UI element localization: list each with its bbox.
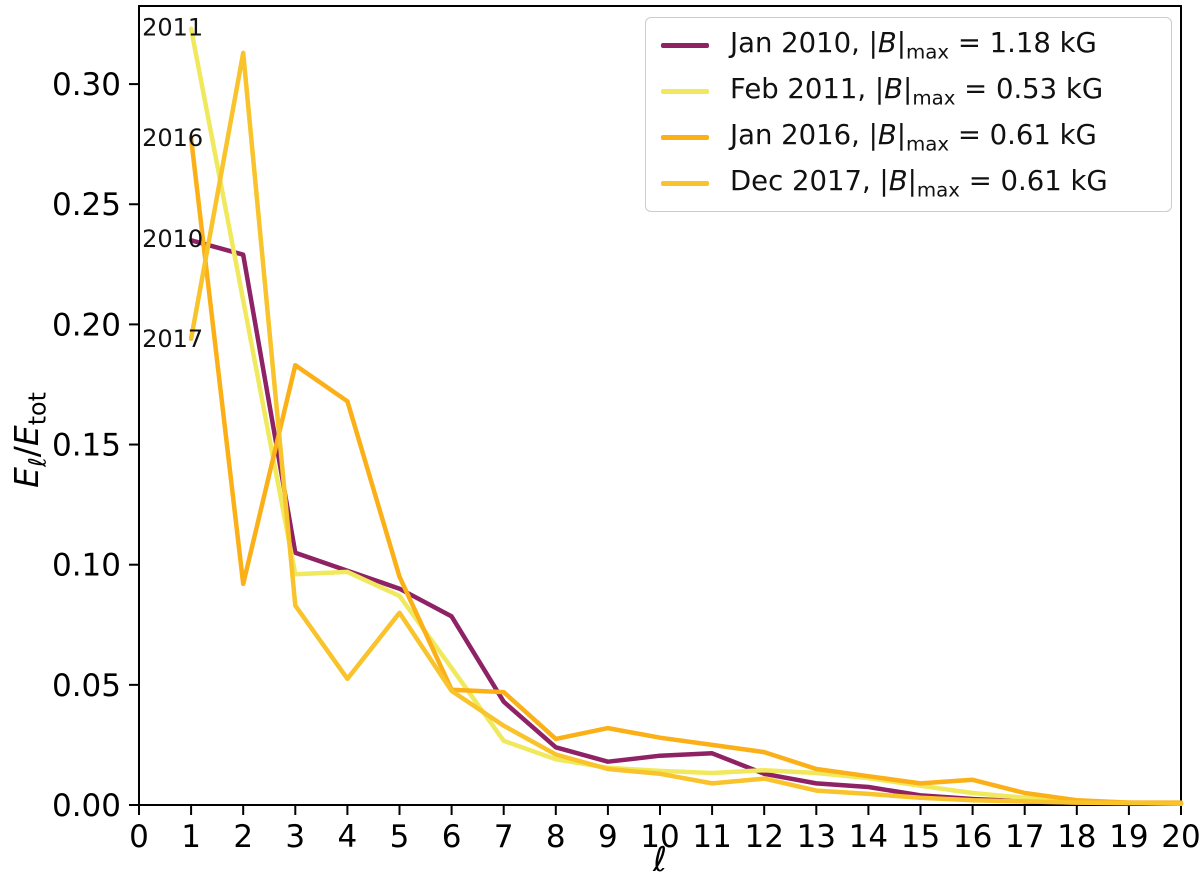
legend-label: Dec 2017, |B|max = 0.61 kG (730, 165, 1108, 202)
legend-label: Jan 2010, |B|max = 1.18 kG (730, 27, 1097, 64)
x-tick-label: 17 (1005, 819, 1044, 855)
x-tick-label: 13 (797, 819, 836, 855)
x-tick-label: 15 (901, 819, 940, 855)
annotation-2011: 2011 (142, 14, 203, 42)
y-axis-label-E2: E (7, 425, 46, 447)
x-tick-label: 0 (129, 819, 149, 855)
y-tick-label: 0.05 (52, 668, 121, 704)
y-axis-label-slash: / (7, 446, 46, 458)
x-tick-label: 4 (338, 819, 358, 855)
y-axis-label-E1: E (7, 467, 46, 488)
y-tick-label: 0.20 (52, 307, 121, 343)
legend-swatch (661, 134, 709, 140)
x-tick-label: 16 (953, 819, 992, 855)
x-tick-label: 7 (494, 819, 514, 855)
y-axis-label-sub1: ℓ (23, 457, 52, 468)
x-tick-label: 11 (692, 819, 731, 855)
legend-swatch (661, 89, 709, 95)
legend-row: Dec 2017, |B|max = 0.61 kG (646, 165, 1171, 202)
x-tick-label: 3 (285, 819, 305, 855)
legend-row: Jan 2010, |B|max = 1.18 kG (646, 27, 1171, 64)
y-tick-label: 0.00 (52, 788, 121, 824)
series-line-feb-2011 (188, 26, 1184, 806)
y-tick-label: 0.10 (52, 548, 121, 584)
x-tick-label: 2 (233, 819, 253, 855)
annotation-2016: 2016 (142, 124, 203, 152)
annotation-2010: 2010 (142, 225, 203, 253)
x-tick-label: 20 (1161, 819, 1200, 855)
x-tick-label: 14 (849, 819, 888, 855)
x-tick-label: 19 (1109, 819, 1148, 855)
x-tick-label: 10 (640, 819, 679, 855)
plot-frame (138, 5, 1182, 806)
legend-row: Feb 2011, |B|max = 0.53 kG (646, 73, 1171, 110)
legend-label: Feb 2011, |B|max = 0.53 kG (730, 73, 1104, 110)
x-tick-label: 12 (744, 819, 783, 855)
y-axis-label-sub2: tot (23, 392, 52, 426)
annotation-2017: 2017 (142, 325, 203, 353)
x-tick-label: 5 (390, 819, 410, 855)
x-tick-label: 18 (1057, 819, 1096, 855)
legend-swatch (661, 180, 709, 186)
legend-box: Jan 2010, |B|max = 1.18 kG Feb 2011, |B|m… (645, 17, 1172, 212)
legend-swatch (661, 43, 709, 49)
x-tick-label: 9 (598, 819, 618, 855)
series-line-dec-2017 (188, 50, 1184, 807)
y-tick-label: 0.15 (52, 428, 121, 464)
legend-row: Jan 2016, |B|max = 0.61 kG (646, 119, 1171, 156)
x-tick-label: 8 (546, 819, 566, 855)
legend-label: Jan 2016, |B|max = 0.61 kG (730, 119, 1097, 156)
series-line-jan-2016 (188, 135, 1184, 805)
y-tick-label: 0.25 (52, 187, 121, 223)
y-tick-label: 0.30 (52, 67, 121, 103)
x-tick-label: 1 (181, 819, 201, 855)
x-tick-label: 6 (442, 819, 462, 855)
x-axis-label: ℓ (652, 840, 668, 880)
series-line-jan-2010 (188, 238, 1184, 807)
y-axis-label: Eℓ/Etot (7, 340, 52, 540)
